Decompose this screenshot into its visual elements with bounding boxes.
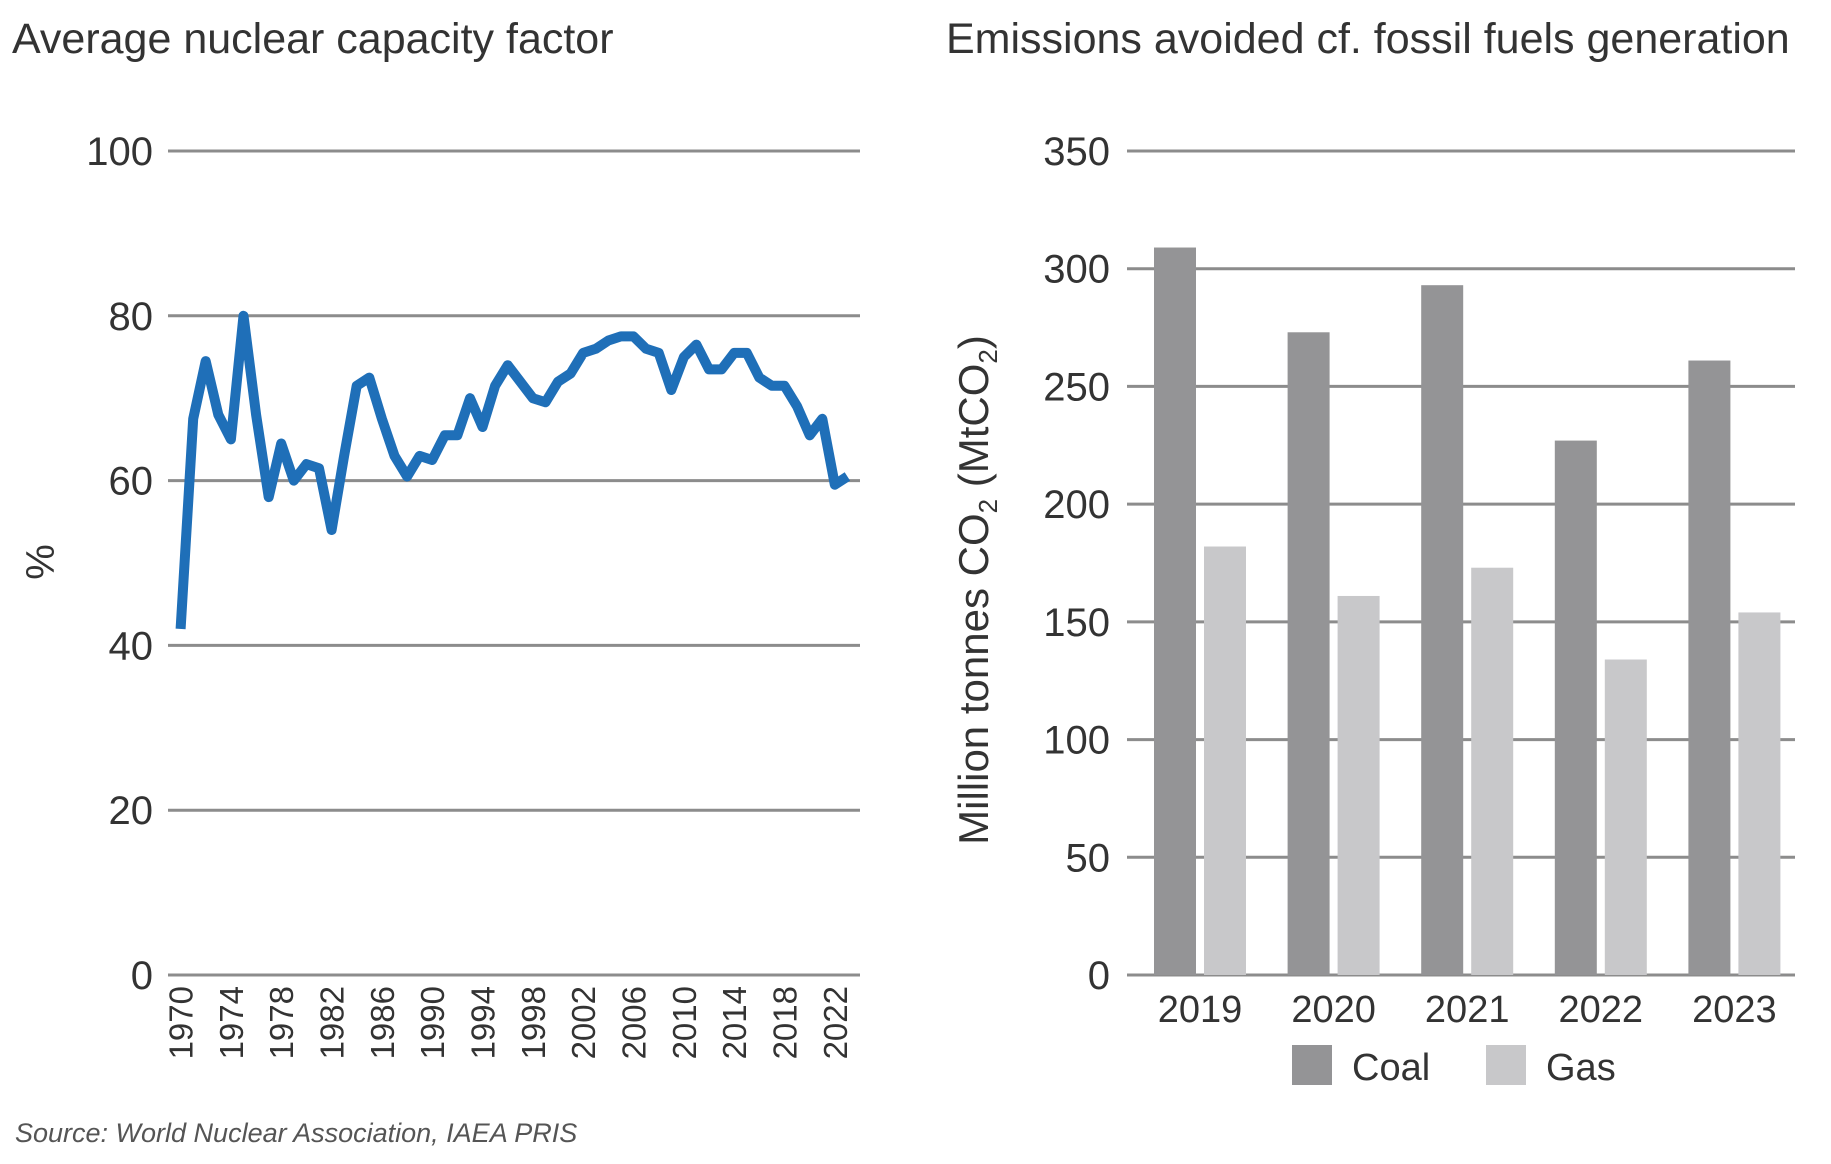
capacity-chart-title: Average nuclear capacity factor (12, 15, 614, 63)
emissions-y-tick-label: 0 (1088, 954, 1110, 998)
capacity-gridlines (168, 149, 860, 977)
capacity-x-tick-label: 1970 (163, 986, 200, 1059)
bar-gas-2023 (1738, 612, 1781, 975)
capacity-x-tick-labels: 1970 1974 1978 1982 1986 1990 1994 1998 2002 2006… (163, 986, 854, 1059)
emissions-legend: Coal Gas (1292, 1045, 1616, 1089)
bar-coal-2023 (1688, 360, 1731, 975)
capacity-x-tick-label: 2018 (767, 986, 804, 1059)
capacity-x-tick-label: 2014 (716, 986, 753, 1059)
capacity-y-tick-label: 60 (109, 460, 154, 504)
y-label-subscript-2: 2 (973, 349, 1003, 363)
capacity-x-tick-label: 1986 (364, 986, 401, 1059)
emissions-y-tick-labels: 0 50 100 150 200 250 300 350 (1043, 130, 1110, 998)
capacity-x-tick-label: 2022 (817, 986, 854, 1059)
capacity-y-tick-label: 100 (86, 130, 153, 174)
y-label-main: Million tonnes CO (950, 513, 997, 844)
emissions-bars (1154, 247, 1781, 976)
bar-gas-2019 (1204, 546, 1246, 975)
capacity-x-tick-label: 1974 (213, 986, 250, 1059)
y-label-paren: (MtCO (950, 364, 997, 499)
capacity-y-tick-label: 40 (109, 624, 154, 668)
capacity-x-tick-label: 1990 (414, 986, 451, 1059)
bar-coal-2022 (1554, 440, 1597, 975)
capacity-y-tick-label: 80 (109, 295, 154, 339)
bar-gas-2021 (1471, 567, 1514, 975)
y-label-subscript-1: 2 (973, 499, 1003, 513)
emissions-y-axis-label: Million tonnes CO2 (MtCO2) (950, 335, 1003, 845)
capacity-x-tick-label: 1994 (465, 986, 502, 1059)
emissions-x-tick-label: 2022 (1559, 989, 1644, 1031)
capacity-y-tick-labels: 0 20 40 60 80 100 (86, 130, 153, 998)
capacity-x-tick-label: 2002 (565, 986, 602, 1059)
emissions-y-tick-label: 100 (1043, 719, 1110, 763)
capacity-x-tick-label: 2006 (616, 986, 653, 1059)
emissions-y-tick-label: 150 (1043, 601, 1110, 645)
emissions-y-tick-label: 200 (1043, 483, 1110, 527)
capacity-y-tick-label: 20 (109, 789, 154, 833)
capacity-y-tick-label: 0 (131, 954, 153, 998)
bar-coal-2020 (1287, 332, 1330, 975)
bar-gas-2022 (1604, 659, 1647, 975)
capacity-x-tick-label: 2010 (666, 986, 703, 1059)
emissions-y-tick-label: 50 (1066, 836, 1111, 880)
y-label-close: ) (950, 335, 997, 349)
emissions-chart-title: Emissions avoided cf. fossil fuels gener… (946, 15, 1790, 63)
capacity-x-tick-label: 1982 (314, 986, 351, 1059)
capacity-x-tick-label: 1978 (263, 986, 300, 1059)
capacity-y-axis-label: % (19, 544, 63, 580)
legend-label-gas: Gas (1546, 1047, 1616, 1089)
emissions-y-tick-label: 350 (1043, 130, 1110, 174)
bar-coal-2019 (1154, 247, 1196, 976)
emissions-x-tick-label: 2023 (1692, 989, 1777, 1031)
capacity-factor-chart: Average nuclear capacity factor 0 20 40 60 8… (12, 15, 860, 1059)
bar-coal-2021 (1421, 285, 1464, 975)
emissions-x-tick-label: 2019 (1158, 989, 1243, 1031)
emissions-y-tick-label: 300 (1043, 248, 1110, 292)
emissions-avoided-chart: Emissions avoided cf. fossil fuels gener… (946, 15, 1795, 1089)
legend-label-coal: Coal (1352, 1047, 1430, 1089)
emissions-y-tick-label: 250 (1043, 365, 1110, 409)
emissions-x-tick-label: 2020 (1291, 989, 1376, 1031)
capacity-factor-line (175, 310, 851, 630)
legend-swatch-gas (1486, 1045, 1526, 1085)
emissions-x-tick-label: 2021 (1425, 989, 1510, 1031)
capacity-x-tick-label: 1998 (515, 986, 552, 1059)
emissions-x-tick-labels: 2019 2020 2021 2022 2023 (1158, 989, 1777, 1031)
legend-swatch-coal (1292, 1045, 1332, 1085)
source-note: Source: World Nuclear Association, IAEA … (15, 1118, 578, 1148)
bar-gas-2020 (1337, 595, 1380, 975)
